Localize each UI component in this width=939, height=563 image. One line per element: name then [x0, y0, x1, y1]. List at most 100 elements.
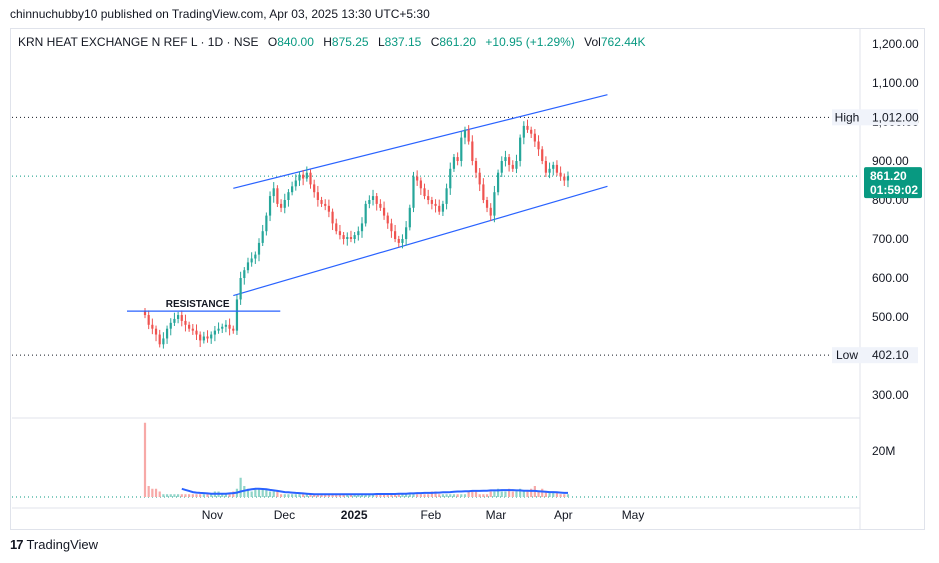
volume-bar [176, 494, 180, 497]
volume-bar [405, 494, 408, 497]
candle-body [496, 172, 500, 193]
candle-body [489, 207, 492, 216]
price-tick-label: 700.00 [872, 232, 909, 246]
channel-lines [233, 94, 608, 297]
candle-body [519, 137, 522, 161]
candle-body [382, 207, 386, 216]
candle-body [151, 324, 154, 329]
volume-bar [279, 494, 283, 497]
candle-body [566, 176, 570, 181]
volume-bar [393, 494, 397, 497]
volume-bar [489, 491, 492, 497]
volume-bar [305, 494, 308, 497]
candle-body [405, 227, 408, 239]
volume-bar [349, 494, 353, 497]
candle-body [294, 180, 297, 187]
volume-bar [508, 488, 511, 497]
time-tick-label: Mar [486, 508, 507, 522]
volume-bar [294, 494, 297, 497]
candle-body [430, 200, 433, 204]
volume-bar [257, 488, 261, 497]
candle-body [195, 330, 198, 335]
volume-bar [382, 494, 386, 497]
volume-bar [221, 494, 224, 497]
candle-body [423, 188, 426, 197]
price-tick-label: 500.00 [872, 310, 909, 324]
volume-bar [309, 494, 312, 497]
candle-body [265, 215, 268, 232]
low-badge-value-bg [862, 347, 918, 364]
candle-body [478, 172, 481, 185]
footer[interactable]: 17 TradingView [10, 537, 98, 552]
candle-body [434, 203, 437, 206]
candle-body [331, 211, 334, 224]
volume-bar [346, 494, 349, 497]
candle-body [500, 161, 503, 173]
volume-bar [254, 488, 257, 497]
time-tick-label: Feb [421, 508, 442, 522]
candle-body [184, 320, 187, 325]
volume-bar [434, 491, 437, 497]
channel-upper-line [233, 94, 608, 189]
candle-body [173, 318, 176, 323]
candle-body [276, 188, 279, 204]
volume-bar [515, 491, 518, 497]
volume-bar [371, 494, 375, 497]
last-price-countdown: 01:59:02 [870, 183, 918, 197]
candle-body [210, 334, 213, 339]
candle-body [533, 133, 536, 142]
high-value: 875.25 [331, 35, 369, 49]
candle-body [246, 262, 250, 271]
volume-bar [482, 494, 485, 497]
volume-bar [287, 494, 290, 497]
change-value: +10.95 (+1.29%) [485, 35, 575, 49]
candle-body [412, 176, 415, 208]
candle-body [438, 205, 441, 212]
candle-body [371, 196, 375, 200]
high-badge-label: High [835, 110, 860, 124]
volume-bar [460, 494, 463, 497]
close-key: C [430, 35, 440, 49]
chart-frame [10, 28, 925, 530]
volume-bar [338, 494, 342, 497]
candle-body [279, 203, 283, 208]
candle-body [169, 322, 172, 329]
high-key: H [323, 35, 332, 49]
candle-body [386, 215, 389, 224]
candle-body [239, 278, 242, 300]
volume-bar [463, 494, 467, 497]
candle-body [327, 205, 330, 212]
candle-body [162, 338, 165, 345]
candle-body [305, 172, 308, 179]
volume-bar [526, 491, 529, 497]
candle-body [261, 231, 264, 243]
candle-body [202, 336, 205, 341]
price-tick-label: 900.00 [872, 154, 909, 168]
volume-bar [493, 491, 496, 497]
candle-body [338, 231, 342, 236]
volume-bar [302, 494, 305, 497]
candle-body [268, 196, 272, 216]
candle-body [309, 172, 312, 185]
candle-body [221, 326, 224, 329]
low-key: L [377, 35, 385, 49]
candle-body [143, 311, 147, 316]
volume-bar [452, 494, 456, 497]
volume-bar [566, 494, 570, 497]
volume-bar [519, 488, 522, 497]
volume-bar [390, 494, 393, 497]
ohlc-legend: KRN HEAT EXCHANGE N REF L · 1D · NSE O84… [18, 35, 646, 49]
high-badge-value: 1,012.00 [872, 110, 919, 124]
candle-body [485, 200, 489, 208]
volume-bar [360, 494, 364, 497]
candle-body [335, 223, 338, 232]
volume-bar [202, 494, 205, 497]
candle-body [206, 336, 209, 339]
volume-bar [474, 491, 478, 497]
volume-bar [143, 422, 147, 497]
volume-bar [419, 494, 422, 497]
volume-bar [548, 491, 551, 497]
volume-key: Vol [584, 35, 601, 49]
low-badge-value: 402.10 [872, 348, 909, 362]
